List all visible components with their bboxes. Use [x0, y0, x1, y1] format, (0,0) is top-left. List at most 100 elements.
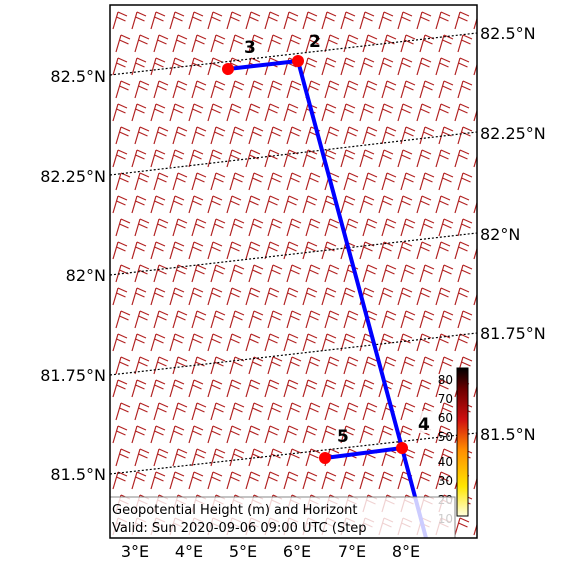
- wind-barb: [131, 241, 147, 260]
- wind-barb: [493, 288, 507, 305]
- wind-barb: [454, 103, 470, 122]
- wind-barb: [188, 471, 204, 490]
- wind-barb: [286, 402, 302, 421]
- wind-barb: [150, 57, 166, 76]
- waypoint-3-marker[interactable]: [222, 63, 234, 75]
- waypoint-4-marker[interactable]: [396, 442, 408, 454]
- wind-barb: [400, 80, 416, 99]
- wind-barb: [245, 287, 261, 306]
- wind-barb: [362, 126, 378, 145]
- wind-barb: [381, 126, 397, 145]
- wind-barb: [400, 310, 416, 329]
- wind-barb: [340, 471, 356, 490]
- wind-barb: [264, 195, 280, 214]
- wind-barb: [493, 150, 507, 167]
- wind-barb: [115, 310, 131, 329]
- wind-barb: [416, 195, 432, 214]
- wind-barb: [150, 103, 166, 122]
- wind-barb: [207, 471, 223, 490]
- wind-barb: [416, 11, 432, 30]
- wind-barb: [283, 103, 299, 122]
- wind-barb: [191, 80, 207, 99]
- waypoint-4-label: 4: [418, 415, 430, 435]
- map-area[interactable]: 2 3 4 5 80 70 60 50 40 30 20 10 Geopoten…: [109, 4, 510, 564]
- wind-barb: [381, 80, 397, 99]
- wind-barb: [264, 425, 280, 444]
- wind-barb: [457, 264, 473, 283]
- wind-barb: [210, 80, 226, 99]
- flight-route[interactable]: 2 3 4 5: [222, 32, 439, 539]
- wind-barb: [378, 287, 394, 306]
- info-title: Geopotential Height (m) and Horizont: [112, 503, 357, 518]
- wind-barb: [226, 11, 242, 30]
- wind-barb: [153, 34, 169, 53]
- wind-barb: [343, 34, 359, 53]
- wind-barb: [245, 379, 261, 398]
- wind-barb: [229, 34, 245, 53]
- wind-barb: [359, 57, 375, 76]
- wind-barb: [340, 379, 356, 398]
- wind-barb: [188, 379, 204, 398]
- wind-barb: [496, 449, 510, 466]
- wind-barb: [457, 34, 473, 53]
- wind-barb: [397, 379, 413, 398]
- wind-barb: [210, 34, 226, 53]
- wind-barb: [457, 218, 473, 237]
- wind-barb: [340, 57, 356, 76]
- wind-barb: [321, 57, 337, 76]
- wind-barb: [302, 333, 318, 352]
- waypoint-5-marker[interactable]: [319, 452, 331, 464]
- wind-barb: [207, 333, 223, 352]
- wind-barb: [476, 95, 477, 98]
- wind-barb: [207, 379, 223, 398]
- wind-barb: [169, 57, 185, 76]
- right-lat-labels: 82.5°N 82.25°N 82°N 81.75°N 81.5°N: [480, 24, 546, 444]
- lat-label-right-82-5: 82.5°N: [480, 24, 536, 43]
- wind-barb: [493, 196, 507, 213]
- wind-barb: [397, 149, 413, 168]
- wind-barb: [416, 57, 432, 76]
- wind-barb: [131, 149, 147, 168]
- info-box: Geopotential Height (m) and Horizont Val…: [109, 496, 456, 539]
- wind-barb: [207, 149, 223, 168]
- wind-barb: [493, 104, 507, 121]
- wind-barb: [324, 80, 340, 99]
- wind-barb: [286, 218, 302, 237]
- wind-barb: [248, 402, 264, 421]
- wind-barb: [172, 34, 188, 53]
- wind-barb: [134, 310, 150, 329]
- wind-barb: [378, 333, 394, 352]
- wind-barb: [400, 172, 416, 191]
- waypoint-3-label: 3: [244, 38, 256, 58]
- wind-barb: [248, 80, 264, 99]
- wind-barb: [169, 103, 185, 122]
- colorbar-tick-70: 70: [438, 392, 453, 406]
- wind-barb: [191, 34, 207, 53]
- wind-barb: [207, 57, 223, 76]
- wind-barb: [454, 11, 470, 30]
- wind-barb: [400, 264, 416, 283]
- wind-barb: [286, 264, 302, 283]
- wind-barb: [229, 172, 245, 191]
- route-line-branch[interactable]: [324, 446, 403, 460]
- wind-barb: [248, 172, 264, 191]
- lat-label-right-82: 82°N: [480, 225, 520, 244]
- lon-label-8e: 8°E: [392, 542, 420, 561]
- route-line-main[interactable]: [227, 59, 428, 539]
- wind-barb: [150, 287, 166, 306]
- wind-barb: [305, 402, 321, 421]
- lat-label-left-82-5: 82.5°N: [50, 67, 106, 86]
- wind-barb: [267, 402, 283, 421]
- wind-barb: [454, 241, 470, 260]
- wind-barb: [226, 379, 242, 398]
- waypoint-2-marker[interactable]: [292, 55, 304, 67]
- wind-barb: [324, 402, 340, 421]
- lat-label-right-81-5: 81.5°N: [480, 425, 536, 444]
- wind-barb: [191, 402, 207, 421]
- wind-barb: [169, 333, 185, 352]
- wind-barb: [378, 103, 394, 122]
- wind-barb: [302, 287, 318, 306]
- wind-barb: [476, 509, 477, 512]
- lat-label-left-81-5: 81.5°N: [50, 465, 106, 484]
- wind-barb: [454, 195, 470, 214]
